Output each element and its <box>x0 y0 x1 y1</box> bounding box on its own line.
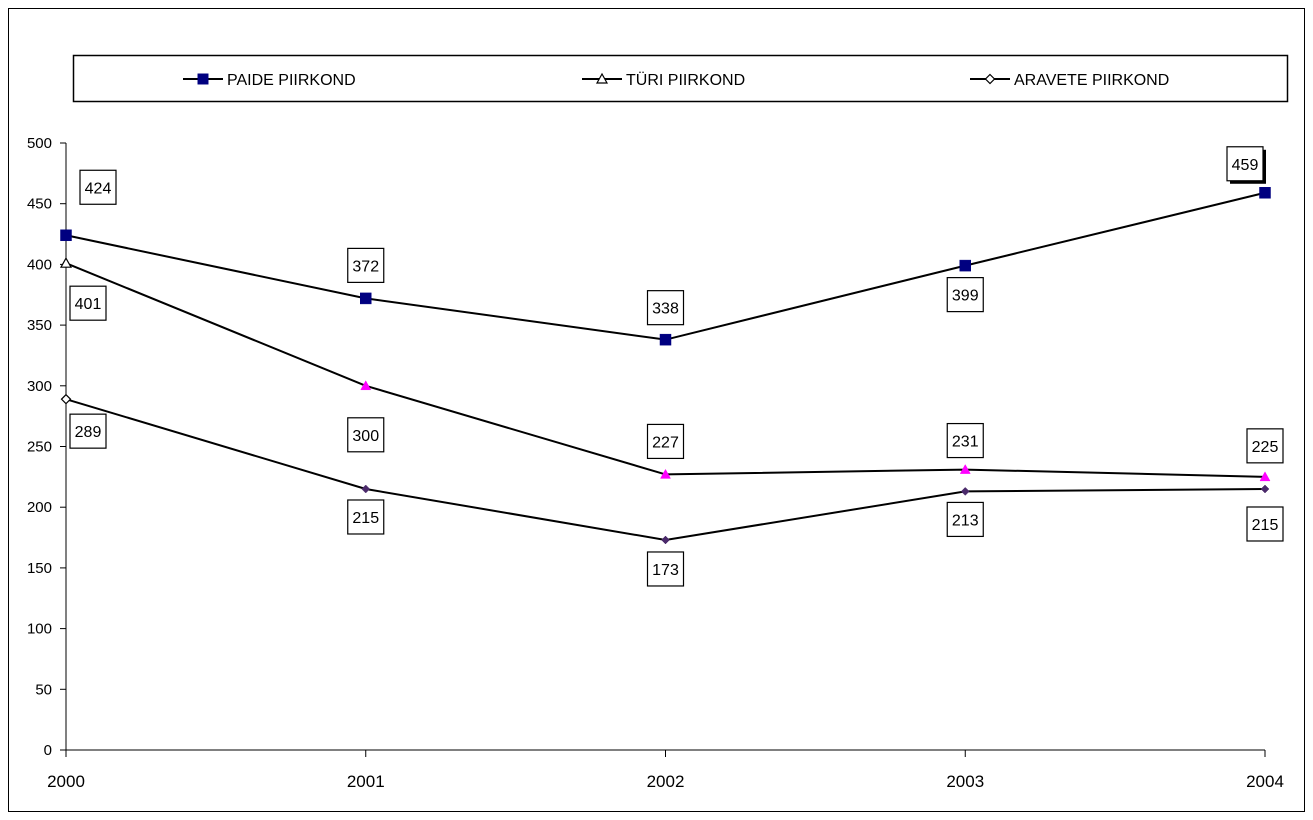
chart-frame <box>8 8 1305 812</box>
y-tick-label: 100 <box>27 621 52 638</box>
data-point <box>659 333 672 346</box>
data-label: 372 <box>352 258 379 275</box>
data-point <box>59 256 73 268</box>
data-point <box>661 535 670 545</box>
data-markers <box>59 187 1271 545</box>
data-point <box>360 292 372 305</box>
data-label-box <box>946 422 984 459</box>
data-label-box <box>646 423 685 460</box>
x-tick-label: 2002 <box>647 772 685 791</box>
y-tick-label: 250 <box>27 439 52 456</box>
data-point <box>1260 484 1270 494</box>
data-label-box <box>646 551 685 587</box>
y-tick-label: 500 <box>27 135 52 152</box>
y-tick-label: 200 <box>27 499 52 516</box>
data-label-box <box>79 169 117 205</box>
legend-label: TÜRI PIIRKOND <box>626 71 745 89</box>
data-label: 338 <box>652 301 679 318</box>
data-point <box>60 229 72 242</box>
data-label: 300 <box>352 428 379 445</box>
data-label-box <box>1246 428 1284 464</box>
data-label-box <box>347 247 385 283</box>
data-point <box>361 484 371 494</box>
legend-label: PAIDE PIIRKOND <box>227 72 356 89</box>
data-point <box>60 393 72 405</box>
y-tick-label: 300 <box>27 378 52 395</box>
data-label-box <box>347 499 385 535</box>
data-labels: 424 372 338 399 459 401 300 227 231 225 289 215 173 2… <box>69 146 1284 587</box>
data-label: 225 <box>1252 439 1279 456</box>
y-tick-label: 450 <box>27 196 52 213</box>
data-point <box>360 380 372 391</box>
y-tick-label: 400 <box>27 256 52 273</box>
x-tick-label: 2003 <box>946 772 984 791</box>
data-label-box <box>69 285 107 321</box>
y-tick-label: 50 <box>35 681 52 698</box>
legend-marker <box>197 73 209 85</box>
data-label-box <box>1226 146 1264 182</box>
data-label-box <box>946 501 984 538</box>
data-label: 215 <box>352 510 379 527</box>
y-tick-label: 150 <box>27 560 52 577</box>
data-label: 401 <box>75 296 102 313</box>
legend-marker <box>984 73 996 85</box>
y-tick-label: 350 <box>27 317 52 334</box>
data-label-box <box>946 277 984 313</box>
axes: 0 50 100 150 200 250 300 350 400 450 500 2000 2001 20… <box>27 135 1284 791</box>
data-label-box <box>646 290 685 326</box>
data-point <box>959 259 971 272</box>
data-point <box>1259 187 1271 199</box>
x-tick-label: 2001 <box>347 772 385 791</box>
legend-marker <box>595 72 609 84</box>
legend-label: ARAVETE PIIRKOND <box>1014 72 1169 89</box>
data-label-box <box>347 417 385 453</box>
data-label-box <box>69 413 107 449</box>
data-label: 213 <box>952 512 979 529</box>
y-tick-label: 0 <box>44 742 52 759</box>
data-point <box>1259 471 1271 482</box>
x-tick-label: 2000 <box>47 772 85 791</box>
legend-box <box>72 54 1289 103</box>
data-label: 289 <box>75 424 102 441</box>
legend: PAIDE PIIRKOND TÜRI PIIRKOND ARAVETE PIIRK… <box>72 54 1289 103</box>
data-label-box <box>1246 506 1284 542</box>
data-label: 227 <box>652 434 679 451</box>
data-label: 215 <box>1252 517 1279 534</box>
data-label: 231 <box>952 434 979 451</box>
data-point <box>660 468 671 479</box>
data-label: 173 <box>652 562 679 579</box>
data-label: 459 <box>1232 157 1259 174</box>
data-label: 399 <box>952 288 979 305</box>
data-point <box>960 487 970 496</box>
data-label: 424 <box>85 180 112 197</box>
x-tick-label: 2004 <box>1246 772 1284 791</box>
data-point <box>959 464 971 474</box>
